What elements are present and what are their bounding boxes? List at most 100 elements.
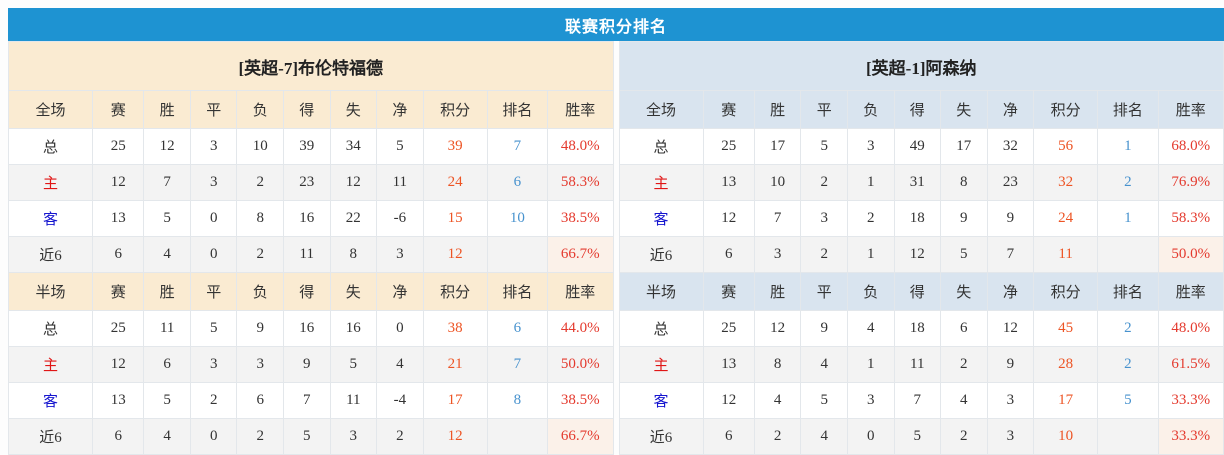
stat-cell: 1 (847, 347, 894, 383)
stat-cell: 6 (93, 237, 144, 273)
stat-cell: 2 (237, 165, 284, 201)
rank-cell: 2 (1098, 347, 1158, 383)
stat-cell: 0 (377, 311, 424, 347)
stat-cell: 9 (801, 311, 848, 347)
column-header: 失 (330, 273, 377, 311)
stat-cell: 13 (703, 347, 754, 383)
stat-cell: 25 (703, 311, 754, 347)
points-cell: 12 (423, 237, 487, 273)
row-label: 总 (619, 129, 703, 165)
row-label: 近6 (9, 237, 93, 273)
stat-cell: 17 (754, 129, 801, 165)
column-header: 失 (941, 273, 988, 311)
row-label: 客 (619, 383, 703, 419)
stat-cell: 4 (377, 347, 424, 383)
row-label: 主 (9, 165, 93, 201)
stat-cell: 10 (237, 129, 284, 165)
stat-cell: 2 (190, 383, 237, 419)
rank-cell: 8 (487, 383, 547, 419)
stat-cell: 12 (754, 311, 801, 347)
column-header: 赛 (93, 91, 144, 129)
points-cell: 10 (1034, 419, 1098, 455)
win-rate-cell: 58.3% (1158, 201, 1223, 237)
win-rate-cell: 61.5% (1158, 347, 1223, 383)
column-header: 平 (190, 91, 237, 129)
stat-cell: 13 (703, 165, 754, 201)
stat-cell: 5 (377, 129, 424, 165)
stat-cell: 18 (894, 311, 941, 347)
stat-cell: 3 (190, 129, 237, 165)
row-label: 客 (619, 201, 703, 237)
stat-cell: 13 (93, 383, 144, 419)
points-cell: 38 (423, 311, 487, 347)
column-header: 净 (987, 273, 1034, 311)
column-header: 净 (377, 273, 424, 311)
stat-cell: 6 (703, 419, 754, 455)
column-header: 胜率 (1158, 273, 1223, 311)
win-rate-cell: 50.0% (548, 347, 613, 383)
rank-cell: 2 (1098, 311, 1158, 347)
team-header-row: [英超-7]布伦特福德 (9, 42, 614, 91)
stat-cell: 2 (237, 419, 284, 455)
stat-cell: 5 (801, 383, 848, 419)
stat-cell: 6 (941, 311, 988, 347)
points-cell: 24 (423, 165, 487, 201)
row-label: 主 (619, 165, 703, 201)
stat-cell: 3 (330, 419, 377, 455)
stat-cell: 7 (284, 383, 331, 419)
row-label: 总 (619, 311, 703, 347)
stat-cell: 4 (144, 237, 191, 273)
column-header: 失 (941, 91, 988, 129)
stat-cell: 12 (93, 347, 144, 383)
row-label: 客 (9, 383, 93, 419)
points-cell: 24 (1034, 201, 1098, 237)
stat-cell: 2 (941, 419, 988, 455)
stat-cell: 12 (894, 237, 941, 273)
column-header: 负 (237, 273, 284, 311)
stat-cell: 2 (754, 419, 801, 455)
column-header: 积分 (423, 91, 487, 129)
stat-cell: 0 (190, 201, 237, 237)
stat-cell: 1 (847, 237, 894, 273)
column-header: 胜率 (1158, 91, 1223, 129)
stat-cell: 11 (377, 165, 424, 201)
section-label-full: 全场 (619, 91, 703, 129)
column-header: 得 (894, 91, 941, 129)
stat-cell: 3 (987, 419, 1034, 455)
stat-cell: 0 (847, 419, 894, 455)
rank-cell: 1 (1098, 129, 1158, 165)
stat-cell: 5 (330, 347, 377, 383)
stat-cell: 32 (987, 129, 1034, 165)
row-label: 近6 (619, 419, 703, 455)
stat-cell: 12 (703, 201, 754, 237)
win-rate-cell: 48.0% (1158, 311, 1223, 347)
row-label: 主 (9, 347, 93, 383)
points-cell: 12 (423, 419, 487, 455)
stat-cell: 6 (144, 347, 191, 383)
stat-cell: 12 (987, 311, 1034, 347)
stat-cell: 4 (801, 347, 848, 383)
stat-cell: 2 (941, 347, 988, 383)
stat-cell: 23 (987, 165, 1034, 201)
points-cell: 17 (423, 383, 487, 419)
points-cell: 15 (423, 201, 487, 237)
stat-cell: 39 (284, 129, 331, 165)
rank-cell: 7 (487, 347, 547, 383)
stat-cell: 4 (941, 383, 988, 419)
column-header: 平 (190, 273, 237, 311)
stat-cell: 9 (237, 311, 284, 347)
rank-cell: 1 (1098, 201, 1158, 237)
column-header: 胜 (144, 91, 191, 129)
column-header: 负 (847, 273, 894, 311)
rank-cell: 5 (1098, 383, 1158, 419)
stat-cell: 16 (284, 311, 331, 347)
rank-cell: 10 (487, 201, 547, 237)
row-label: 近6 (9, 419, 93, 455)
